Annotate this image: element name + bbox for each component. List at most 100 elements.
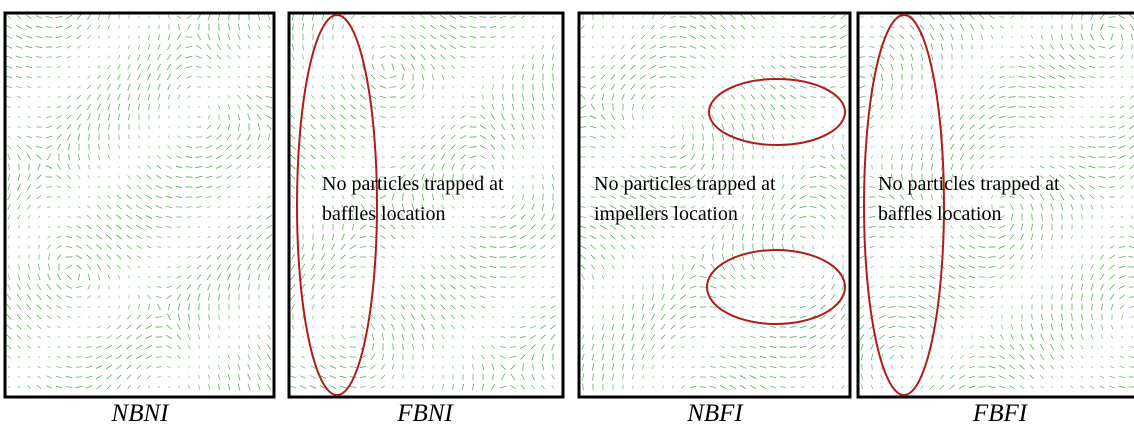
vector: [922, 106, 923, 108]
vector: [470, 256, 476, 259]
vector: [362, 36, 363, 38]
vector: [267, 384, 270, 390]
vector: [1009, 77, 1015, 78]
vector: [66, 377, 72, 378]
vector: [1000, 157, 1004, 158]
vector: [247, 86, 251, 89]
vector: [303, 44, 304, 50]
vector: [950, 134, 953, 140]
vector: [642, 256, 643, 259]
vector: [68, 144, 69, 151]
vector: [1041, 234, 1042, 240]
vector: [952, 346, 953, 348]
vector: [910, 266, 914, 267]
vector: [292, 325, 294, 329]
vector: [860, 127, 865, 128]
vector: [732, 327, 734, 328]
vector: [603, 315, 604, 319]
vector: [331, 275, 336, 279]
vector: [650, 55, 656, 58]
vector: [492, 326, 494, 327]
vector: [430, 25, 435, 29]
vector: [248, 384, 250, 391]
vector: [512, 155, 514, 159]
vector: [77, 35, 81, 38]
vector: [890, 54, 894, 60]
vector: [88, 46, 90, 49]
vector: [293, 24, 294, 31]
vector: [722, 56, 725, 59]
vector: [291, 366, 295, 368]
vector: [1050, 55, 1055, 60]
vector: [592, 364, 594, 371]
vector: [843, 246, 844, 249]
vector: [68, 196, 70, 197]
vector: [1081, 284, 1083, 290]
vector: [462, 336, 464, 338]
vector: [482, 364, 484, 370]
vector: [128, 104, 130, 111]
vector: [207, 44, 211, 49]
vector: [532, 287, 534, 288]
vector: [139, 295, 140, 299]
vector: [722, 114, 725, 120]
vector: [128, 166, 130, 169]
vector: [8, 184, 10, 191]
vector: [293, 216, 294, 218]
vector: [901, 376, 903, 377]
vector: [889, 195, 894, 199]
vector: [1120, 295, 1125, 299]
vector: [702, 76, 705, 78]
vector: [961, 346, 963, 349]
vector: [552, 136, 554, 139]
vector: [1121, 336, 1123, 338]
vector: [911, 54, 913, 61]
vector: [302, 196, 304, 199]
vector: [951, 326, 953, 329]
vector: [879, 335, 885, 339]
vector: [88, 76, 91, 79]
vector: [551, 306, 556, 309]
vector: [462, 226, 465, 228]
vector: [501, 36, 505, 38]
vector: [592, 94, 595, 100]
vector: [831, 205, 836, 209]
vector: [229, 325, 230, 328]
vector: [793, 146, 794, 148]
vector: [821, 295, 826, 299]
vector: [642, 314, 644, 320]
vector: [660, 36, 666, 38]
vector: [979, 267, 986, 268]
vector: [38, 164, 40, 171]
vector: [1022, 36, 1023, 39]
vector: [1092, 236, 1093, 238]
vector: [168, 376, 171, 377]
vector: [208, 34, 210, 41]
vector: [899, 317, 906, 318]
vector: [820, 325, 826, 329]
vector: [911, 386, 914, 389]
vector: [661, 146, 666, 147]
vector: [532, 145, 534, 148]
vector: [177, 55, 182, 60]
vector: [166, 335, 172, 339]
vector: [580, 86, 586, 87]
vector: [791, 115, 795, 119]
vector: [931, 115, 933, 119]
vector: [1020, 56, 1025, 58]
vector: [452, 195, 454, 200]
vector: [138, 266, 141, 268]
vector: [810, 325, 816, 328]
vector: [381, 256, 385, 258]
vector: [1009, 386, 1014, 389]
vector: [137, 256, 141, 258]
vector: [148, 35, 149, 40]
vector: [471, 236, 476, 238]
vector: [900, 236, 904, 237]
vector: [891, 64, 893, 71]
vector: [999, 136, 1005, 138]
vector: [198, 294, 200, 301]
vector: [761, 114, 765, 120]
vector: [901, 64, 903, 71]
vector: [941, 195, 942, 200]
